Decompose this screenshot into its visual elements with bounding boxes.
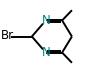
Text: Br: Br xyxy=(1,29,14,42)
Text: N: N xyxy=(41,46,50,59)
Text: N: N xyxy=(41,14,50,27)
